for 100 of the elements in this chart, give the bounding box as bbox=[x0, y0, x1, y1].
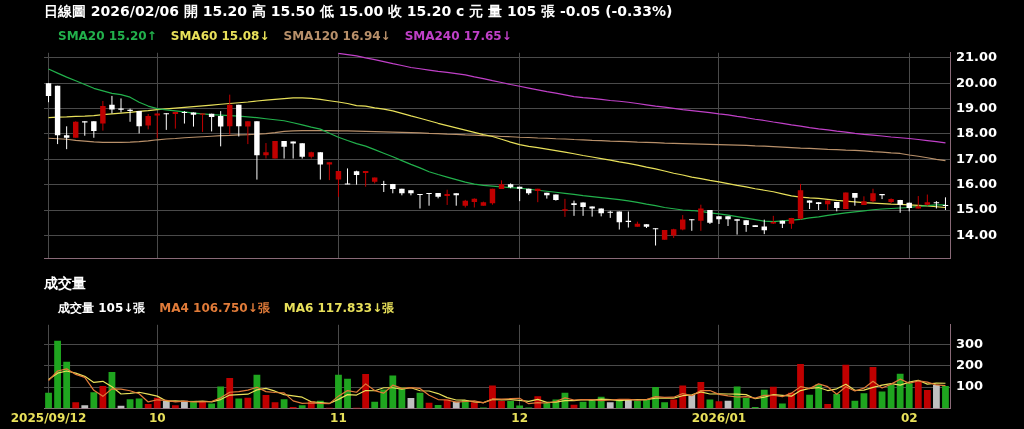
bar bbox=[489, 385, 496, 409]
y-tick-label: 21.00 bbox=[956, 49, 998, 65]
bar bbox=[90, 392, 98, 409]
bar bbox=[81, 405, 89, 409]
candlestick bbox=[942, 196, 949, 211]
bar bbox=[45, 392, 52, 409]
candlestick bbox=[163, 112, 170, 131]
bar bbox=[914, 381, 922, 409]
bar bbox=[208, 403, 216, 409]
candlestick bbox=[426, 192, 432, 207]
bar bbox=[661, 402, 669, 409]
chart-title: 成交量 bbox=[43, 275, 86, 292]
bar bbox=[806, 394, 813, 409]
bar bbox=[824, 404, 832, 409]
bar bbox=[135, 398, 143, 409]
candlestick bbox=[245, 120, 251, 145]
bar bbox=[851, 400, 859, 409]
candlestick bbox=[199, 112, 206, 133]
candlestick bbox=[417, 193, 423, 209]
bar bbox=[923, 390, 931, 409]
y-tick-label: 19.00 bbox=[956, 99, 998, 115]
text: 成交量 105↓張 bbox=[57, 300, 147, 315]
candlestick bbox=[589, 205, 595, 218]
bar bbox=[63, 361, 71, 409]
candlestick bbox=[100, 100, 106, 132]
candlestick bbox=[716, 215, 722, 225]
x-tick-label: 2026/01 bbox=[691, 410, 747, 425]
candlestick bbox=[381, 180, 387, 193]
candlestick bbox=[263, 142, 269, 160]
bar bbox=[235, 398, 243, 409]
bar bbox=[99, 386, 107, 409]
bar bbox=[634, 400, 641, 409]
bar bbox=[688, 395, 696, 409]
bar bbox=[344, 378, 351, 409]
x-tick-label: 02 bbox=[900, 410, 918, 425]
bar bbox=[516, 405, 524, 409]
candlestick bbox=[136, 110, 142, 134]
bar bbox=[670, 399, 678, 409]
bar bbox=[72, 402, 80, 409]
bar bbox=[144, 404, 152, 409]
bar bbox=[697, 381, 705, 409]
candlestick bbox=[562, 198, 568, 218]
bar bbox=[335, 374, 342, 409]
bar bbox=[362, 374, 370, 409]
candlestick bbox=[698, 204, 704, 232]
x-tick-label: 10 bbox=[148, 410, 166, 425]
bar bbox=[507, 401, 514, 409]
bar bbox=[797, 363, 804, 409]
bar bbox=[815, 384, 823, 409]
bar bbox=[778, 403, 786, 409]
x-tick-label: 12 bbox=[511, 410, 528, 425]
candlestick bbox=[571, 200, 577, 217]
bar bbox=[887, 384, 895, 409]
y-tick-label: 15.00 bbox=[956, 201, 998, 217]
y-tick-label: 100 bbox=[956, 378, 984, 394]
bar bbox=[389, 375, 397, 409]
candlestick bbox=[217, 110, 224, 147]
candlestick bbox=[281, 140, 287, 160]
bar bbox=[643, 399, 650, 409]
bar bbox=[606, 402, 614, 409]
candlestick bbox=[689, 218, 695, 232]
candlestick bbox=[734, 218, 740, 236]
candlestick bbox=[652, 227, 659, 247]
text: SMA60 15.08↓ bbox=[170, 28, 270, 43]
candlestick bbox=[82, 120, 88, 137]
bar bbox=[905, 383, 913, 409]
bar bbox=[942, 386, 949, 409]
text: SMA20 15.20↑ bbox=[58, 28, 157, 43]
y-tick-label: 200 bbox=[956, 357, 984, 372]
chart-title: 日線圖 2026/02/06 開 15.20 高 15.50 低 15.00 收 15.20 c 元 量 105 張 -0.05 (-0.33%) bbox=[44, 3, 673, 20]
bar bbox=[933, 384, 940, 409]
candlestick bbox=[227, 94, 233, 135]
y-tick-label: 300 bbox=[956, 335, 984, 351]
bar bbox=[54, 340, 61, 409]
bar bbox=[380, 389, 388, 409]
candlestick bbox=[453, 192, 459, 207]
candlestick bbox=[335, 170, 342, 198]
candlestick bbox=[580, 201, 586, 217]
y-tick-label: 14.00 bbox=[956, 226, 998, 242]
candlestick bbox=[725, 215, 731, 227]
text: MA6 117.833↓張 bbox=[283, 300, 396, 315]
candlestick bbox=[852, 192, 858, 207]
series-label: SMA240 17.65↓ bbox=[404, 28, 512, 43]
bar bbox=[769, 386, 777, 409]
y-tick-label: 18.00 bbox=[956, 125, 998, 141]
x-tick-label: 2025/09/12 bbox=[10, 410, 87, 425]
candlestick bbox=[861, 195, 867, 206]
x-tick-label: 11 bbox=[330, 410, 347, 425]
candlestick bbox=[154, 112, 160, 139]
candlestick bbox=[236, 104, 242, 137]
bar bbox=[470, 402, 478, 409]
bar bbox=[896, 373, 904, 409]
candlestick bbox=[109, 95, 115, 114]
bar bbox=[171, 405, 179, 409]
y-tick-label: 16.00 bbox=[956, 176, 998, 192]
bar bbox=[244, 397, 252, 409]
text: MA4 106.750↓張 bbox=[159, 300, 271, 315]
y-tick-label: 20.00 bbox=[956, 74, 998, 90]
bar bbox=[742, 398, 750, 409]
candlestick bbox=[45, 82, 52, 103]
